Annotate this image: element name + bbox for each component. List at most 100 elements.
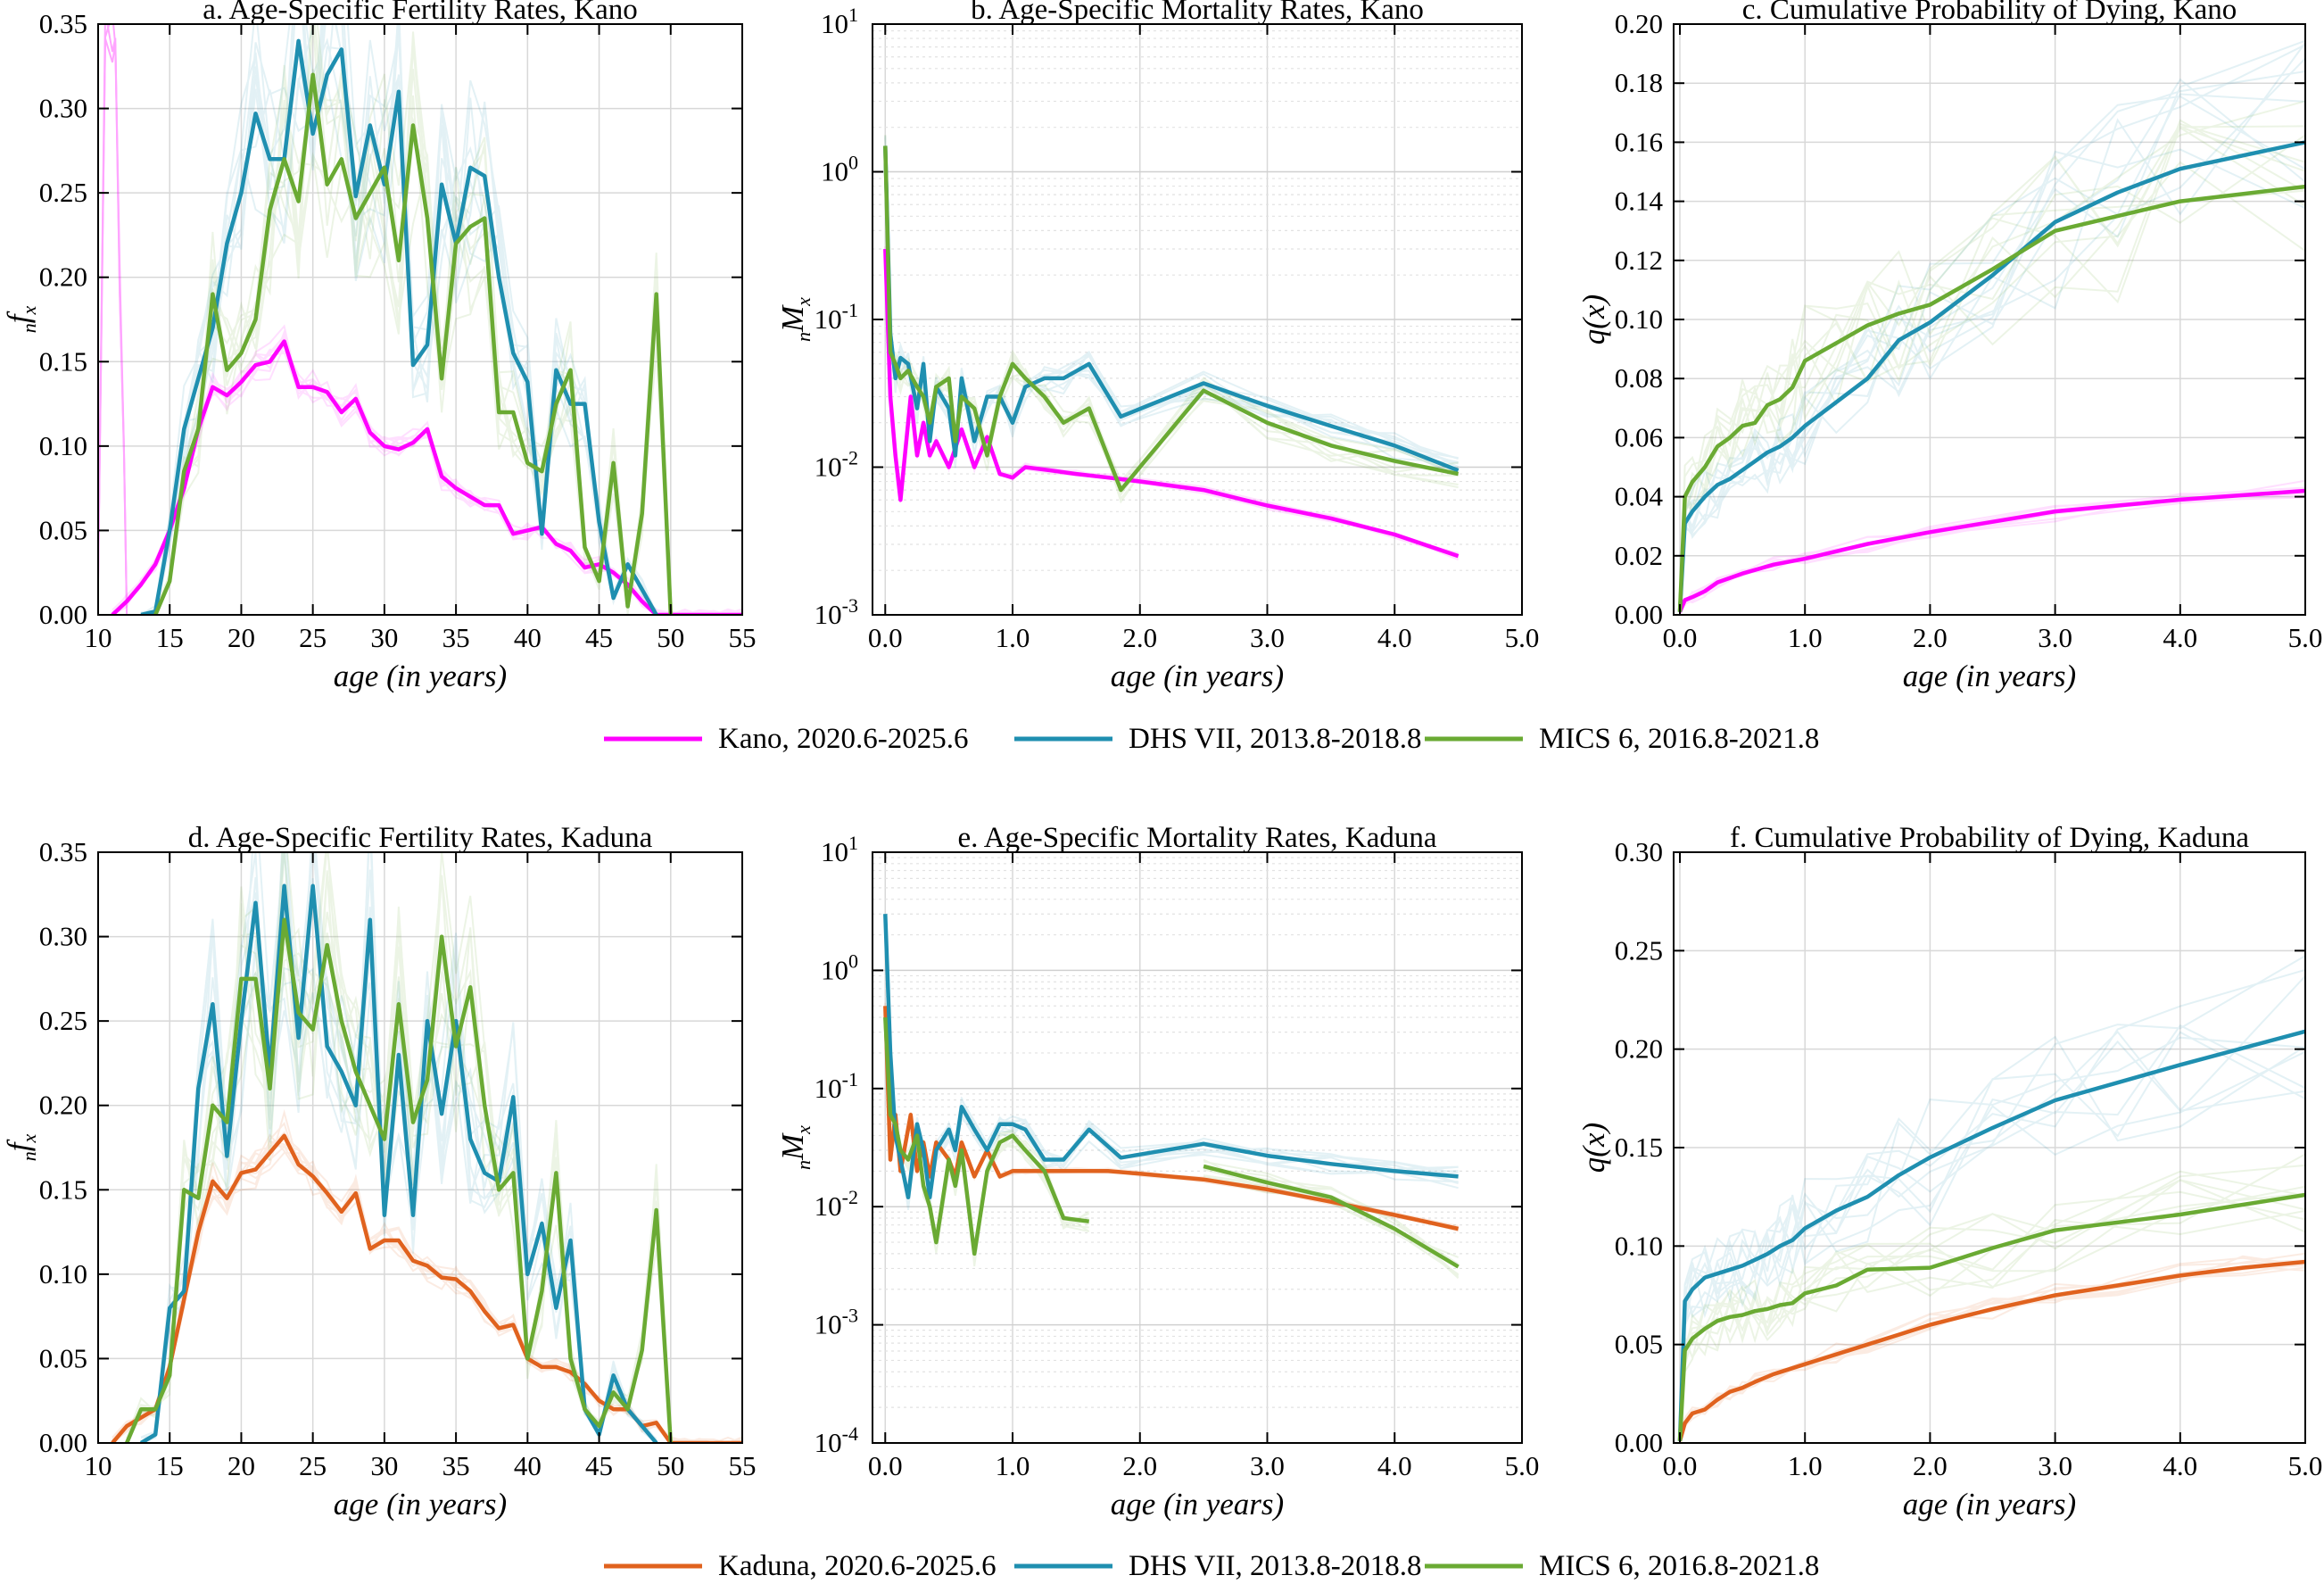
legend-label: MICS 6, 2016.8-2021.8: [1539, 1550, 1819, 1582]
chart-title: d. Age-Specific Fertility Rates, Kaduna: [188, 822, 653, 854]
plot-frame: [97, 23, 743, 616]
x-axis: 10 15 20 25 30 35 40 45 50 55: [85, 852, 757, 1481]
chart-title: e. Age-Specific Mortality Rates, Kaduna: [957, 822, 1436, 854]
x-tick-label: 0.0: [868, 622, 903, 653]
series-line-1: [1677, 140, 2305, 612]
y-tick-label: 0.00: [39, 1427, 87, 1458]
series-line-0: [1677, 1259, 2305, 1442]
panel-c: 0.0 1.0 2.0 3.0 4.0 5.00.000.020.040.060.080.…: [1576, 0, 2322, 693]
series-line-1: [1677, 1029, 2305, 1441]
y-tick-label: 0.20: [39, 261, 87, 293]
x-tick-label: 3.0: [1250, 1450, 1285, 1481]
x-tick-label: 35: [442, 622, 470, 653]
series-line-3: [1203, 1164, 1460, 1269]
x-tick-label: 1.0: [996, 1450, 1030, 1481]
y-axis: 0.00 0.02 0.04 0.06 0.08 0.10 0.12 0.14 0.16 0.18…: [1615, 8, 2305, 630]
y-tick-label: 0.20: [1615, 1033, 1663, 1065]
x-tick-label: 2.0: [1913, 1450, 1948, 1481]
y-tick-label: 0.15: [39, 1173, 87, 1205]
y-axis-label: q(x): [1576, 1123, 1611, 1173]
x-tick-label: 4.0: [2163, 1450, 2197, 1481]
y-tick-label: 0.30: [39, 921, 87, 952]
plot-frame: [872, 851, 1523, 1444]
y-tick-label: 0.02: [1615, 540, 1663, 571]
x-tick-label: 50: [657, 622, 684, 653]
x-tick-label: 50: [657, 1450, 684, 1481]
y-axis: 0.00 0.05 0.10 0.15 0.20 0.25 0.30 0.35: [39, 8, 742, 630]
y-tick-label: 10-1: [815, 299, 858, 335]
x-tick-label: 25: [299, 1450, 327, 1481]
x-tick-label: 20: [227, 622, 255, 653]
y-tick-label: 101: [821, 832, 858, 867]
x-tick-label: 2.0: [1122, 622, 1157, 653]
series-line-2: [153, 72, 674, 615]
legend-item: DHS VII, 2013.8-2018.8: [1014, 723, 1421, 755]
y-tick-label: 0.05: [39, 514, 87, 545]
y-axis: 0.00 0.05 0.10 0.15 0.20 0.25 0.30 0.35: [39, 836, 742, 1458]
x-tick-label: 45: [585, 622, 613, 653]
y-tick-label: 0.30: [39, 93, 87, 124]
y-tick-label: 10-4: [815, 1422, 858, 1458]
legend-label: Kano, 2020.6-2025.6: [718, 723, 968, 755]
y-tick-label: 10-3: [815, 594, 858, 630]
y-tick-label: 0.20: [1615, 8, 1663, 39]
legend-item: DHS VII, 2013.8-2018.8: [1014, 1550, 1421, 1582]
panel-b: 0.0 1.0 2.0 3.0 4.0 5.0 10-3 10-2 10-1 100 101 b. A…: [775, 0, 1539, 693]
y-tick-label: 0.25: [1615, 934, 1663, 966]
legend-top: Kano, 2020.6-2025.6 DHS VII, 2013.8-2018.…: [604, 723, 1819, 755]
chart-title: f. Cumulative Probability of Dying, Kadu…: [1730, 822, 2249, 854]
x-tick-label: 3.0: [2038, 622, 2072, 653]
y-axis-label: nMx: [775, 297, 815, 342]
y-tick-label: 10-3: [815, 1305, 858, 1340]
y-tick-label: 0.14: [1615, 186, 1664, 217]
x-tick-label: 3.0: [2038, 1450, 2072, 1481]
series-line-2: [1677, 184, 2305, 612]
y-axis: 10-3 10-2 10-1 100 101: [815, 4, 1522, 630]
grid: [873, 851, 1523, 1444]
chart-title: b. Age-Specific Mortality Rates, Kano: [971, 0, 1424, 26]
series-line-1: [139, 883, 658, 1443]
series-line-0: [111, 339, 742, 615]
series-line-0: [1677, 488, 2305, 613]
legend-bottom: Kaduna, 2020.6-2025.6 DHS VII, 2013.8-201…: [604, 1550, 1819, 1582]
x-tick-label: 4.0: [2163, 622, 2197, 653]
y-tick-label: 10-1: [815, 1068, 858, 1104]
series-line-2: [883, 1016, 1089, 1256]
y-tick-label: 0.12: [1615, 245, 1663, 276]
y-tick-label: 0.10: [1615, 1230, 1663, 1261]
uncertainty-band: [884, 134, 1459, 504]
y-tick-label: 0.00: [1615, 1427, 1663, 1458]
uncertainty-band: [1679, 100, 2305, 615]
legend-item: MICS 6, 2016.8-2021.8: [1425, 1550, 1819, 1582]
y-axis-label: nfx: [1, 1134, 40, 1162]
panel-f: 0.0 1.0 2.0 3.0 4.0 5.00.000.050.100.150.200.…: [1576, 822, 2322, 1522]
x-tick-label: 0.0: [1663, 622, 1698, 653]
x-tick-label: 30: [370, 1450, 398, 1481]
x-axis: 0.0 1.0 2.0 3.0 4.0 5.0: [868, 852, 1539, 1481]
x-tick-label: 1.0: [996, 622, 1030, 653]
y-axis: 10-4 10-3 10-2 10-1 100 101: [815, 832, 1522, 1458]
series-line-0: [883, 1006, 1460, 1231]
y-tick-label: 101: [821, 4, 858, 39]
x-axis: 10 15 20 25 30 35 40 45 50 55: [85, 24, 757, 653]
legend-label: DHS VII, 2013.8-2018.8: [1129, 1550, 1421, 1582]
x-axis-label: age (in years): [334, 1487, 507, 1522]
y-axis-label: nfx: [1, 306, 40, 334]
panel-d: 10 15 20 25 30 35 40 45 50 55 0.00 0.05 0.10 0.15 0.20…: [1, 822, 757, 1522]
x-axis-label: age (in years): [1111, 659, 1284, 693]
x-tick-label: 20: [227, 1450, 255, 1481]
grid: [873, 23, 1523, 616]
y-tick-label: 0.00: [39, 599, 87, 630]
x-axis-label: age (in years): [334, 659, 507, 693]
panel-e: 0.0 1.0 2.0 3.0 4.0 5.0 10-4 10-3 10-2 10-1 100 101…: [775, 822, 1539, 1522]
y-tick-label: 0.10: [39, 1258, 87, 1289]
y-tick-label: 0.10: [1615, 303, 1663, 335]
x-tick-label: 10: [85, 622, 112, 653]
y-tick-label: 0.05: [39, 1342, 87, 1373]
y-tick-label: 0.30: [1615, 836, 1663, 867]
x-axis: 0.0 1.0 2.0 3.0 4.0 5.0: [1663, 852, 2322, 1481]
x-axis-label: age (in years): [1903, 659, 2076, 693]
y-tick-label: 0.18: [1615, 67, 1663, 98]
x-tick-label: 1.0: [1788, 622, 1823, 653]
